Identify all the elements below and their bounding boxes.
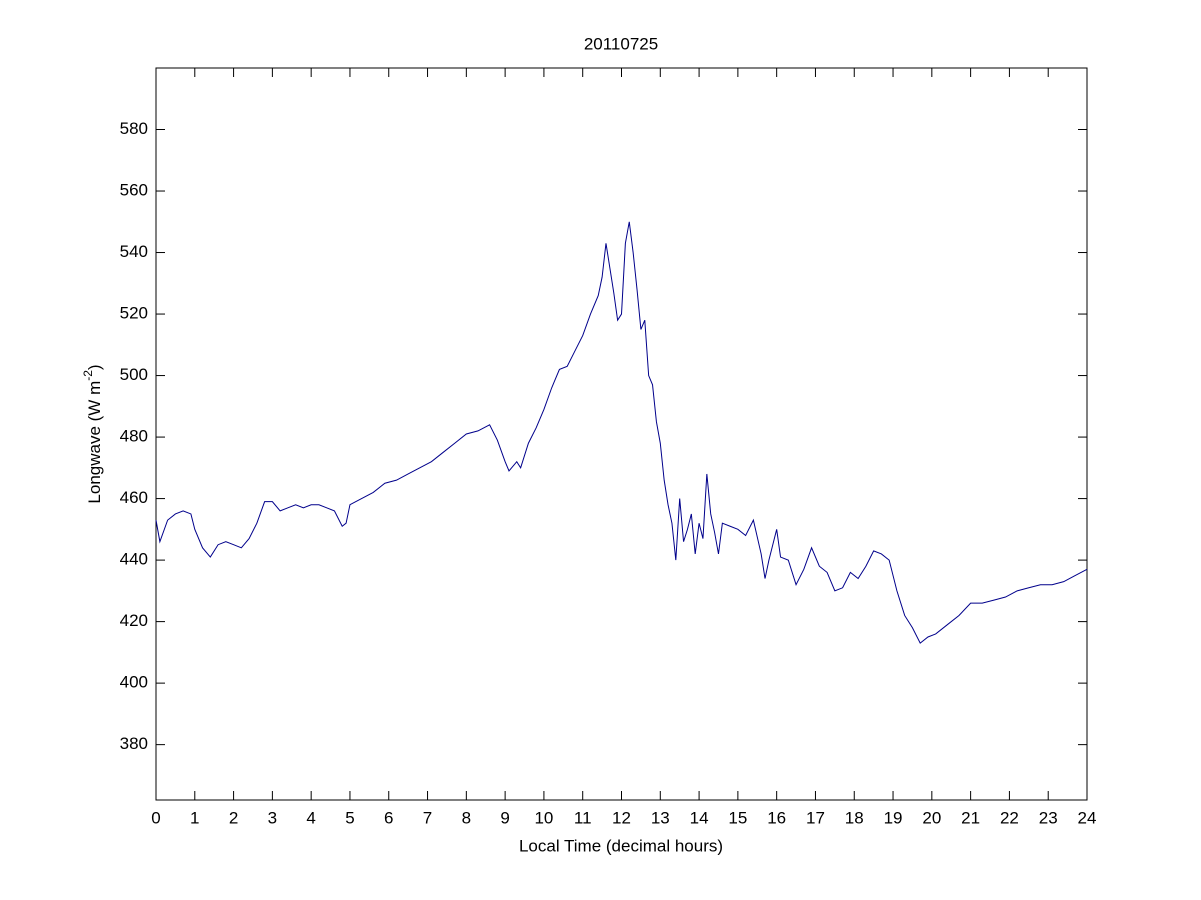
y-axis-label: Longwave (W m-2) [81,364,104,503]
y-tick-label: 520 [120,304,148,323]
chart-title: 20110725 [584,34,658,53]
x-tick-label: 5 [345,808,354,827]
y-tick-label: 540 [120,242,148,261]
x-tick-label: 11 [574,808,592,827]
y-tick-label: 500 [120,365,148,384]
x-tick-label: 8 [462,808,471,827]
x-tick-label: 9 [500,808,509,827]
x-tick-label: 3 [268,808,277,827]
y-tick-label: 440 [120,550,148,569]
x-tick-label: 22 [1000,808,1019,827]
y-axis-label-end: ) [85,364,104,370]
x-tick-label: 7 [423,808,432,827]
x-tick-label: 10 [534,808,553,827]
y-tick-label: 420 [120,611,148,630]
y-axis-label-sup: -2 [81,370,95,381]
x-tick-label: 21 [961,808,980,827]
x-tick-label: 1 [190,808,199,827]
plot-box [155,67,1088,801]
x-tick-label: 15 [728,808,747,827]
y-tick-label: 560 [120,181,148,200]
y-tick-label: 480 [120,427,148,446]
x-tick-label: 12 [612,808,631,827]
x-tick-label: 18 [845,808,864,827]
y-axis-label-main: Longwave (W m [85,381,104,504]
y-tick-label: 580 [120,119,148,138]
x-tick-label: 23 [1039,808,1058,827]
x-tick-label: 19 [884,808,903,827]
x-tick-label: 13 [651,808,670,827]
x-tick-label: 0 [151,808,160,827]
y-tick-label: 400 [120,673,148,692]
x-tick-label: 6 [384,808,393,827]
y-tick-label: 460 [120,488,148,507]
y-tick-label: 380 [120,734,148,753]
x-tick-label: 17 [806,808,825,827]
x-tick-label: 16 [767,808,786,827]
x-tick-label: 20 [922,808,941,827]
x-tick-label: 14 [690,808,709,827]
x-axis-label: Local Time (decimal hours) [519,836,723,855]
x-tick-label: 2 [229,808,238,827]
x-tick-label: 4 [306,808,315,827]
data-line [155,221,1088,644]
x-tick-label: 24 [1078,808,1097,827]
